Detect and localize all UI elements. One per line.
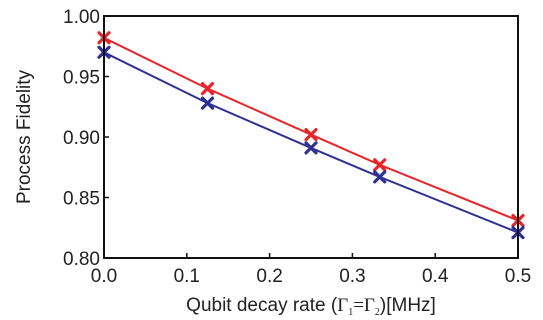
series-2-line xyxy=(103,51,519,234)
point-marker-stroke xyxy=(200,81,215,96)
x-tick-label: 0.5 xyxy=(505,266,531,287)
y-axis-title: Process Fidelity xyxy=(14,69,35,204)
x-axis-title-suffix: )[MHz] xyxy=(380,295,436,316)
point-marker-stroke xyxy=(200,96,215,110)
ticks-layer: 0.0 0.1 0.2 0.3 0.4 0.5 0.80 0.85 0.90 0.95 1.00 xyxy=(63,7,531,287)
y-tick-label: 1.00 xyxy=(63,7,100,28)
point-marker-stroke xyxy=(373,170,387,184)
x-axis-title-sub-2: 2 xyxy=(375,307,380,318)
x-axis-title: Qubit decay rate (Γ1=Γ2)[MHz] xyxy=(186,295,436,318)
series-layer xyxy=(97,31,525,240)
x-axis-title-gamma-2: Γ xyxy=(364,295,375,316)
point-marker-stroke xyxy=(304,141,318,155)
y-tick-label: 0.90 xyxy=(63,128,100,149)
series-1-point xyxy=(200,81,215,96)
x-axis-title-sub-1: 1 xyxy=(348,307,353,318)
x-tick-label: 0.4 xyxy=(422,266,449,287)
x-axis-title-prefix: Qubit decay rate ( xyxy=(186,295,338,316)
y-tick-label: 0.80 xyxy=(63,249,100,270)
y-tick-label: 0.95 xyxy=(63,68,100,89)
x-tick-label: 0.2 xyxy=(256,266,282,287)
plot-frame xyxy=(103,15,519,259)
point-marker-stroke xyxy=(373,158,387,172)
series-1-point xyxy=(304,127,318,142)
series-1-point xyxy=(373,158,387,172)
x-tick-label: 0.1 xyxy=(174,266,200,287)
x-axis-title-gamma-1: Γ xyxy=(337,295,348,316)
point-marker-stroke xyxy=(304,127,318,142)
series-2-point xyxy=(200,96,215,110)
series-1-line xyxy=(103,36,519,222)
x-axis-title-equals: = xyxy=(353,295,364,316)
x-tick-label: 0.0 xyxy=(91,266,117,287)
x-tick-label: 0.3 xyxy=(339,266,365,287)
series-2-point xyxy=(373,170,387,184)
series-2-point xyxy=(304,141,318,155)
y-tick-label: 0.85 xyxy=(63,189,100,210)
